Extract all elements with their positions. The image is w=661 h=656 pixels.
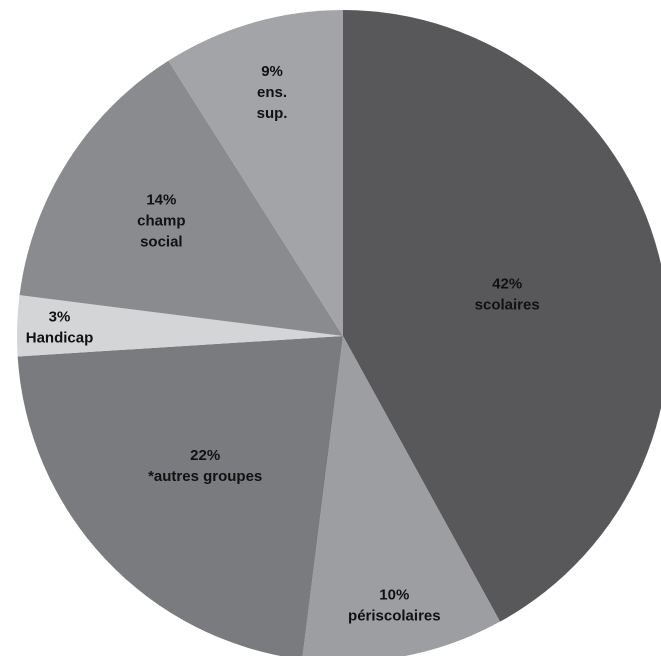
pie-slice-label-4: 14% champ social [137,192,185,251]
pie-slice-label-line: social [140,234,183,251]
pie-slice-3 [17,295,344,357]
pie-slice-label-line: *autres groupes [148,468,262,485]
pie-slice-2 [17,336,343,656]
pie-labels: 42% scolaires 10% périscolaires 22% *autres g… [26,63,540,625]
pie-slice-label-line: 10% [379,586,409,603]
pie-slice-label-line: 9% [261,63,283,80]
pie-slice-label-5: 9% ens. sup. [257,63,288,122]
pie-slice-label-line: 22% [190,447,220,464]
pie-slices [17,10,661,656]
pie-slice-label-line: 3% [49,309,71,326]
pie-slice-label-line: champ [137,213,185,230]
pie-slice-label-3: 3% Handicap [26,309,94,347]
pie-slice-5 [168,10,343,336]
pie-slice-label-line: scolaires [475,296,540,313]
pie-slice-1 [302,336,501,656]
pie-slice-label-1: 10% périscolaires [348,586,441,624]
pie-slice-label-line: ens. [257,84,287,101]
pie-slice-label-2: 22% *autres groupes [148,447,262,485]
pie-slice-label-line: 14% [146,192,176,209]
pie-slice-label-line: 42% [492,275,522,292]
pie-slice-label-0: 42% scolaires [475,275,540,313]
pie-slice-label-line: sup. [257,105,288,122]
pie-slice-label-line: périscolaires [348,607,441,624]
pie-slice-label-line: Handicap [26,330,94,347]
pie-slice-4 [19,60,343,337]
pie-slice-0 [343,10,661,622]
